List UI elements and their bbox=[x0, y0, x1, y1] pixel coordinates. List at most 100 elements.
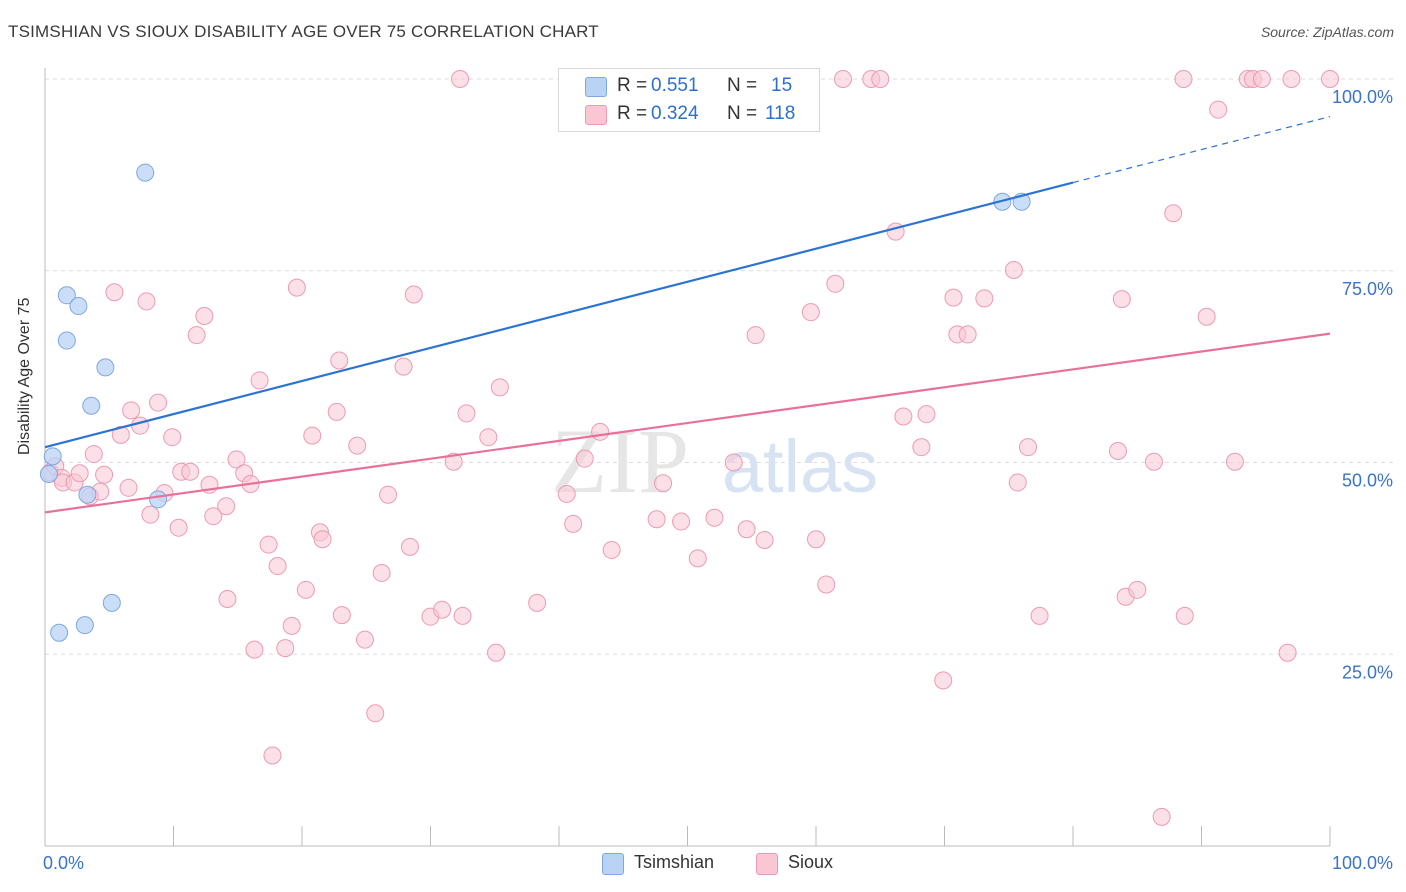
sioux-point bbox=[451, 70, 470, 88]
tsimshian-point bbox=[82, 396, 101, 415]
sioux-point bbox=[591, 422, 610, 441]
sioux-point bbox=[250, 371, 269, 390]
tsimshian-trend-line bbox=[44, 181, 1074, 449]
sioux-point bbox=[705, 508, 724, 527]
sioux-point bbox=[934, 671, 953, 690]
x-tick-label-min: 0.0% bbox=[43, 853, 84, 873]
watermark: ZIP atlas bbox=[551, 410, 878, 512]
sioux-point bbox=[487, 643, 506, 662]
sioux-point bbox=[1108, 441, 1127, 460]
sioux-point bbox=[1004, 260, 1023, 279]
sioux-point bbox=[817, 575, 836, 594]
sioux-point bbox=[672, 512, 691, 531]
sioux-point bbox=[1252, 70, 1271, 88]
sioux-point bbox=[688, 549, 707, 568]
tsimshian-trend-extension bbox=[1072, 116, 1331, 184]
tsimshian-point bbox=[96, 358, 115, 377]
sioux-point bbox=[122, 401, 141, 420]
sioux-legend-label: Sioux bbox=[788, 852, 834, 872]
n-label: N = bbox=[727, 103, 758, 124]
sioux-point bbox=[1209, 100, 1228, 119]
sioux-point bbox=[1152, 807, 1171, 826]
sioux-point bbox=[528, 593, 547, 612]
sioux-point bbox=[490, 378, 509, 397]
sioux-point bbox=[958, 325, 977, 344]
tsimshian-point bbox=[57, 286, 76, 305]
gridlines bbox=[45, 78, 1395, 655]
tsimshian-point bbox=[57, 331, 76, 350]
sioux-point bbox=[355, 630, 374, 649]
sioux-point bbox=[366, 704, 385, 723]
sioux-point bbox=[268, 557, 287, 576]
sioux-point bbox=[137, 292, 156, 311]
tsimshian-point bbox=[69, 297, 88, 316]
sioux-point bbox=[149, 393, 168, 412]
tsimshian-swatch bbox=[585, 77, 607, 97]
sioux-point bbox=[84, 445, 103, 464]
sioux-point bbox=[259, 535, 278, 554]
sioux-trend-line bbox=[44, 332, 1331, 514]
sioux-point bbox=[70, 464, 89, 483]
sioux-point bbox=[575, 449, 594, 468]
r-label: R = bbox=[617, 75, 648, 96]
tick-labels: 25.0% 50.0% 75.0% 100.0% 0.0% 100.0% bbox=[43, 87, 1393, 873]
sioux-point bbox=[912, 438, 931, 457]
sioux-point bbox=[169, 518, 188, 537]
sioux-point bbox=[287, 278, 306, 297]
tsimshian-point bbox=[43, 447, 62, 466]
sioux-points bbox=[41, 70, 1339, 826]
sioux-point bbox=[1019, 438, 1038, 457]
sioux-point bbox=[807, 530, 825, 549]
sioux-point bbox=[394, 357, 413, 376]
sioux-point bbox=[826, 274, 845, 293]
sioux-point bbox=[737, 520, 756, 539]
r-label: R = bbox=[617, 103, 648, 124]
sioux-point bbox=[187, 326, 206, 345]
n-value: 118 bbox=[765, 103, 796, 124]
sioux-point bbox=[332, 606, 351, 625]
sioux-legend-swatch bbox=[756, 853, 778, 875]
sioux-point bbox=[871, 70, 890, 88]
sioux-point bbox=[433, 600, 452, 619]
sioux-point bbox=[724, 453, 743, 472]
sioux-point bbox=[119, 478, 138, 497]
tsimshian-legend-label: Tsimshian bbox=[634, 852, 715, 872]
sioux-point bbox=[746, 326, 765, 345]
sioux-point bbox=[131, 416, 150, 435]
y-tick-label: 25.0% bbox=[1342, 662, 1393, 682]
sioux-point bbox=[1197, 307, 1216, 326]
sioux-point bbox=[1164, 204, 1183, 223]
tsimshian-point bbox=[102, 593, 121, 612]
sioux-point bbox=[303, 426, 322, 445]
correlation-legend: R = 0.551 N = 15 R = 0.324 N = 118 bbox=[558, 68, 820, 132]
sioux-point bbox=[557, 484, 576, 503]
sioux-point bbox=[894, 407, 913, 426]
sioux-point bbox=[801, 303, 820, 322]
n-value: 15 bbox=[771, 75, 793, 96]
sioux-point bbox=[1282, 70, 1301, 88]
sioux-point bbox=[1144, 452, 1163, 471]
sioux-point bbox=[1112, 290, 1131, 309]
sioux-point bbox=[105, 283, 124, 302]
n-label: N = bbox=[727, 75, 758, 96]
sioux-point bbox=[218, 590, 237, 609]
sioux-point bbox=[833, 70, 852, 88]
sioux-point bbox=[479, 428, 498, 447]
sioux-point bbox=[111, 425, 130, 444]
sioux-point bbox=[453, 606, 472, 625]
sioux-point bbox=[204, 507, 223, 526]
sioux-point bbox=[372, 563, 391, 582]
sioux-point bbox=[379, 485, 398, 504]
y-axis-label: Disability Age Over 75 bbox=[16, 297, 33, 455]
sioux-point bbox=[313, 530, 332, 549]
sioux-point bbox=[282, 616, 301, 635]
tsimshian-point bbox=[149, 490, 168, 509]
sioux-point bbox=[245, 640, 264, 659]
tsimshian-point bbox=[78, 485, 97, 504]
sioux-point bbox=[327, 402, 346, 421]
source-credit: Source: ZipAtlas.com bbox=[1260, 24, 1394, 40]
sioux-point bbox=[263, 746, 282, 765]
sioux-point bbox=[95, 465, 114, 484]
sioux-swatch bbox=[585, 105, 607, 125]
